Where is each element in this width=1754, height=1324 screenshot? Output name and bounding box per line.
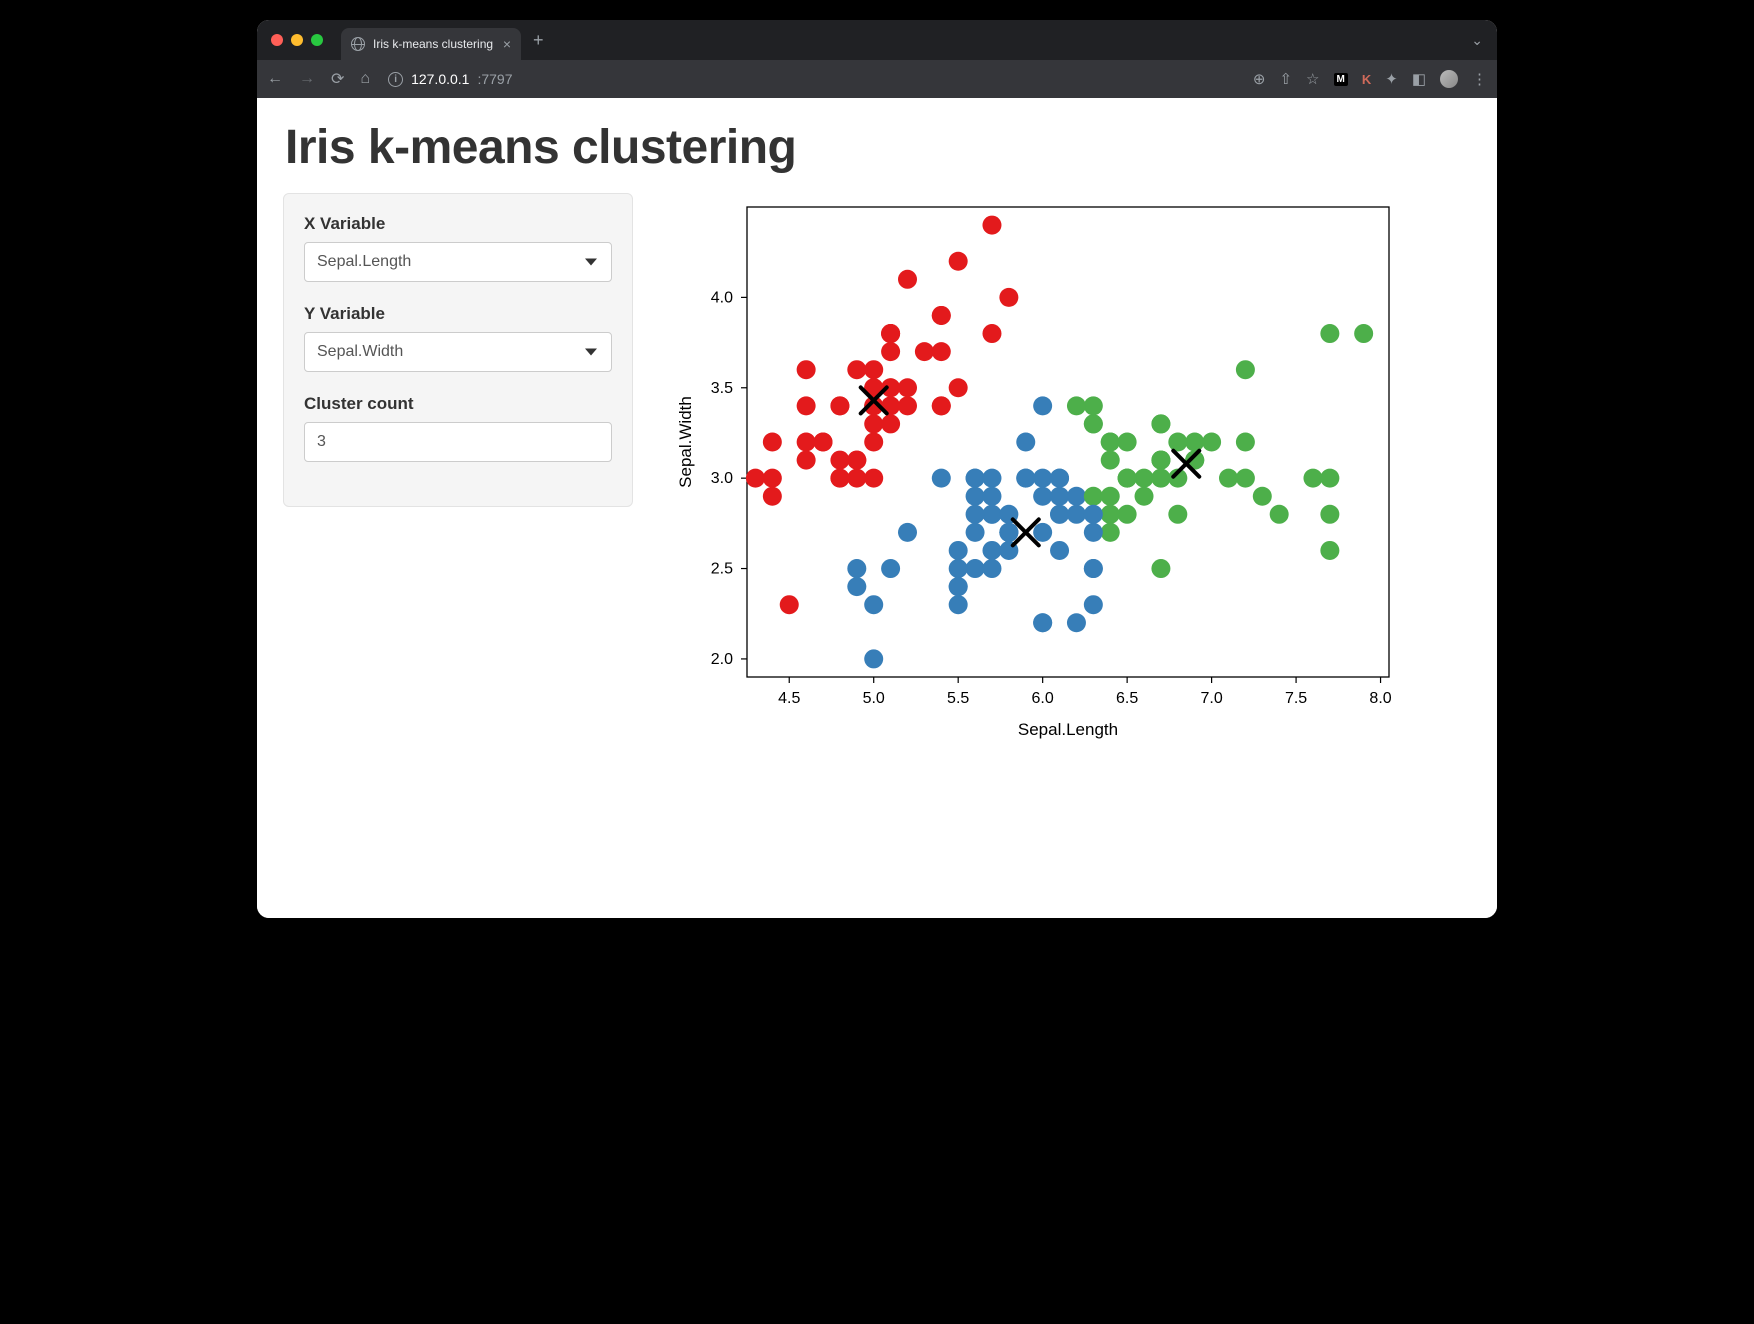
tab-title: Iris k-means clustering — [373, 37, 493, 51]
svg-text:2.0: 2.0 — [711, 651, 733, 668]
clusters-input[interactable] — [304, 422, 612, 462]
xvar-group: X Variable Sepal.Length — [304, 214, 612, 282]
svg-text:5.5: 5.5 — [947, 690, 969, 707]
svg-text:5.0: 5.0 — [863, 690, 885, 707]
window-controls — [267, 20, 331, 60]
xvar-select[interactable]: Sepal.Length — [304, 242, 612, 282]
zoom-icon[interactable]: ⊕ — [1253, 70, 1266, 88]
yvar-label: Y Variable — [304, 304, 612, 324]
svg-text:7.5: 7.5 — [1285, 690, 1307, 707]
svg-text:3.5: 3.5 — [711, 380, 733, 397]
browser-tab[interactable]: Iris k-means clustering × — [341, 28, 521, 60]
bookmark-icon[interactable]: ☆ — [1306, 70, 1319, 88]
forward-button[interactable]: → — [299, 70, 315, 88]
scatter-plot: 4.5 5.0 5.5 6.0 6.5 7.0 7.5 8.0 2.0 2.5 3.0 3.5 4.0 S… — [661, 193, 1401, 753]
profile-avatar[interactable] — [1440, 70, 1458, 88]
reload-button[interactable]: ⟳ — [331, 69, 344, 89]
close-tab-icon[interactable]: × — [503, 37, 511, 51]
clusters-group: Cluster count — [304, 394, 612, 462]
svg-text:Sepal.Width: Sepal.Width — [676, 396, 695, 488]
svg-text:4.0: 4.0 — [711, 289, 733, 306]
globe-icon — [351, 37, 365, 51]
sidebar-panel: X Variable Sepal.Length Y Variable Sepal… — [283, 193, 633, 507]
svg-text:Sepal.Length: Sepal.Length — [1018, 720, 1118, 739]
page-title: Iris k-means clustering — [285, 120, 1471, 175]
xvar-value: Sepal.Length — [317, 253, 411, 271]
browser-toolbar: ← → ⟳ ⌂ i 127.0.0.1 :7797 ⊕ ⇧ ☆ M K ✦ ◧ ⋮ — [257, 60, 1497, 98]
back-button[interactable]: ← — [267, 70, 283, 88]
extensions-icon[interactable]: ✦ — [1385, 70, 1398, 88]
new-tab-button[interactable]: + — [521, 30, 556, 51]
svg-text:6.0: 6.0 — [1032, 690, 1054, 707]
site-info-icon[interactable]: i — [388, 72, 403, 87]
clusters-label: Cluster count — [304, 394, 612, 414]
svg-text:7.0: 7.0 — [1200, 690, 1222, 707]
minimize-window-button[interactable] — [291, 34, 303, 46]
browser-window: Iris k-means clustering × + ⌄ ← → ⟳ ⌂ i … — [257, 20, 1497, 918]
svg-text:4.5: 4.5 — [778, 690, 800, 707]
tabs-overflow-icon[interactable]: ⌄ — [1471, 32, 1483, 49]
svg-text:8.0: 8.0 — [1369, 690, 1391, 707]
page-body: Iris k-means clustering X Variable Sepal… — [257, 98, 1497, 918]
extension-m-icon[interactable]: M — [1334, 73, 1348, 86]
address-bar[interactable]: i 127.0.0.1 :7797 — [384, 71, 516, 87]
maximize-window-button[interactable] — [311, 34, 323, 46]
svg-text:2.5: 2.5 — [711, 561, 733, 578]
close-window-button[interactable] — [271, 34, 283, 46]
yvar-value: Sepal.Width — [317, 343, 403, 361]
home-button[interactable]: ⌂ — [360, 70, 370, 88]
xvar-label: X Variable — [304, 214, 612, 234]
share-icon[interactable]: ⇧ — [1279, 70, 1292, 88]
yvar-group: Y Variable Sepal.Width — [304, 304, 612, 372]
panel-icon[interactable]: ◧ — [1412, 70, 1426, 88]
extension-k-icon[interactable]: K — [1362, 72, 1371, 87]
browser-tabbar: Iris k-means clustering × + ⌄ — [257, 20, 1497, 60]
plot-container: 4.5 5.0 5.5 6.0 6.5 7.0 7.5 8.0 2.0 2.5 3.0 3.5 4.0 S… — [661, 193, 1471, 753]
url-port: :7797 — [477, 71, 512, 87]
yvar-select[interactable]: Sepal.Width — [304, 332, 612, 372]
url-host: 127.0.0.1 — [411, 71, 469, 87]
svg-text:6.5: 6.5 — [1116, 690, 1138, 707]
menu-icon[interactable]: ⋮ — [1472, 70, 1487, 88]
svg-text:3.0: 3.0 — [711, 470, 733, 487]
